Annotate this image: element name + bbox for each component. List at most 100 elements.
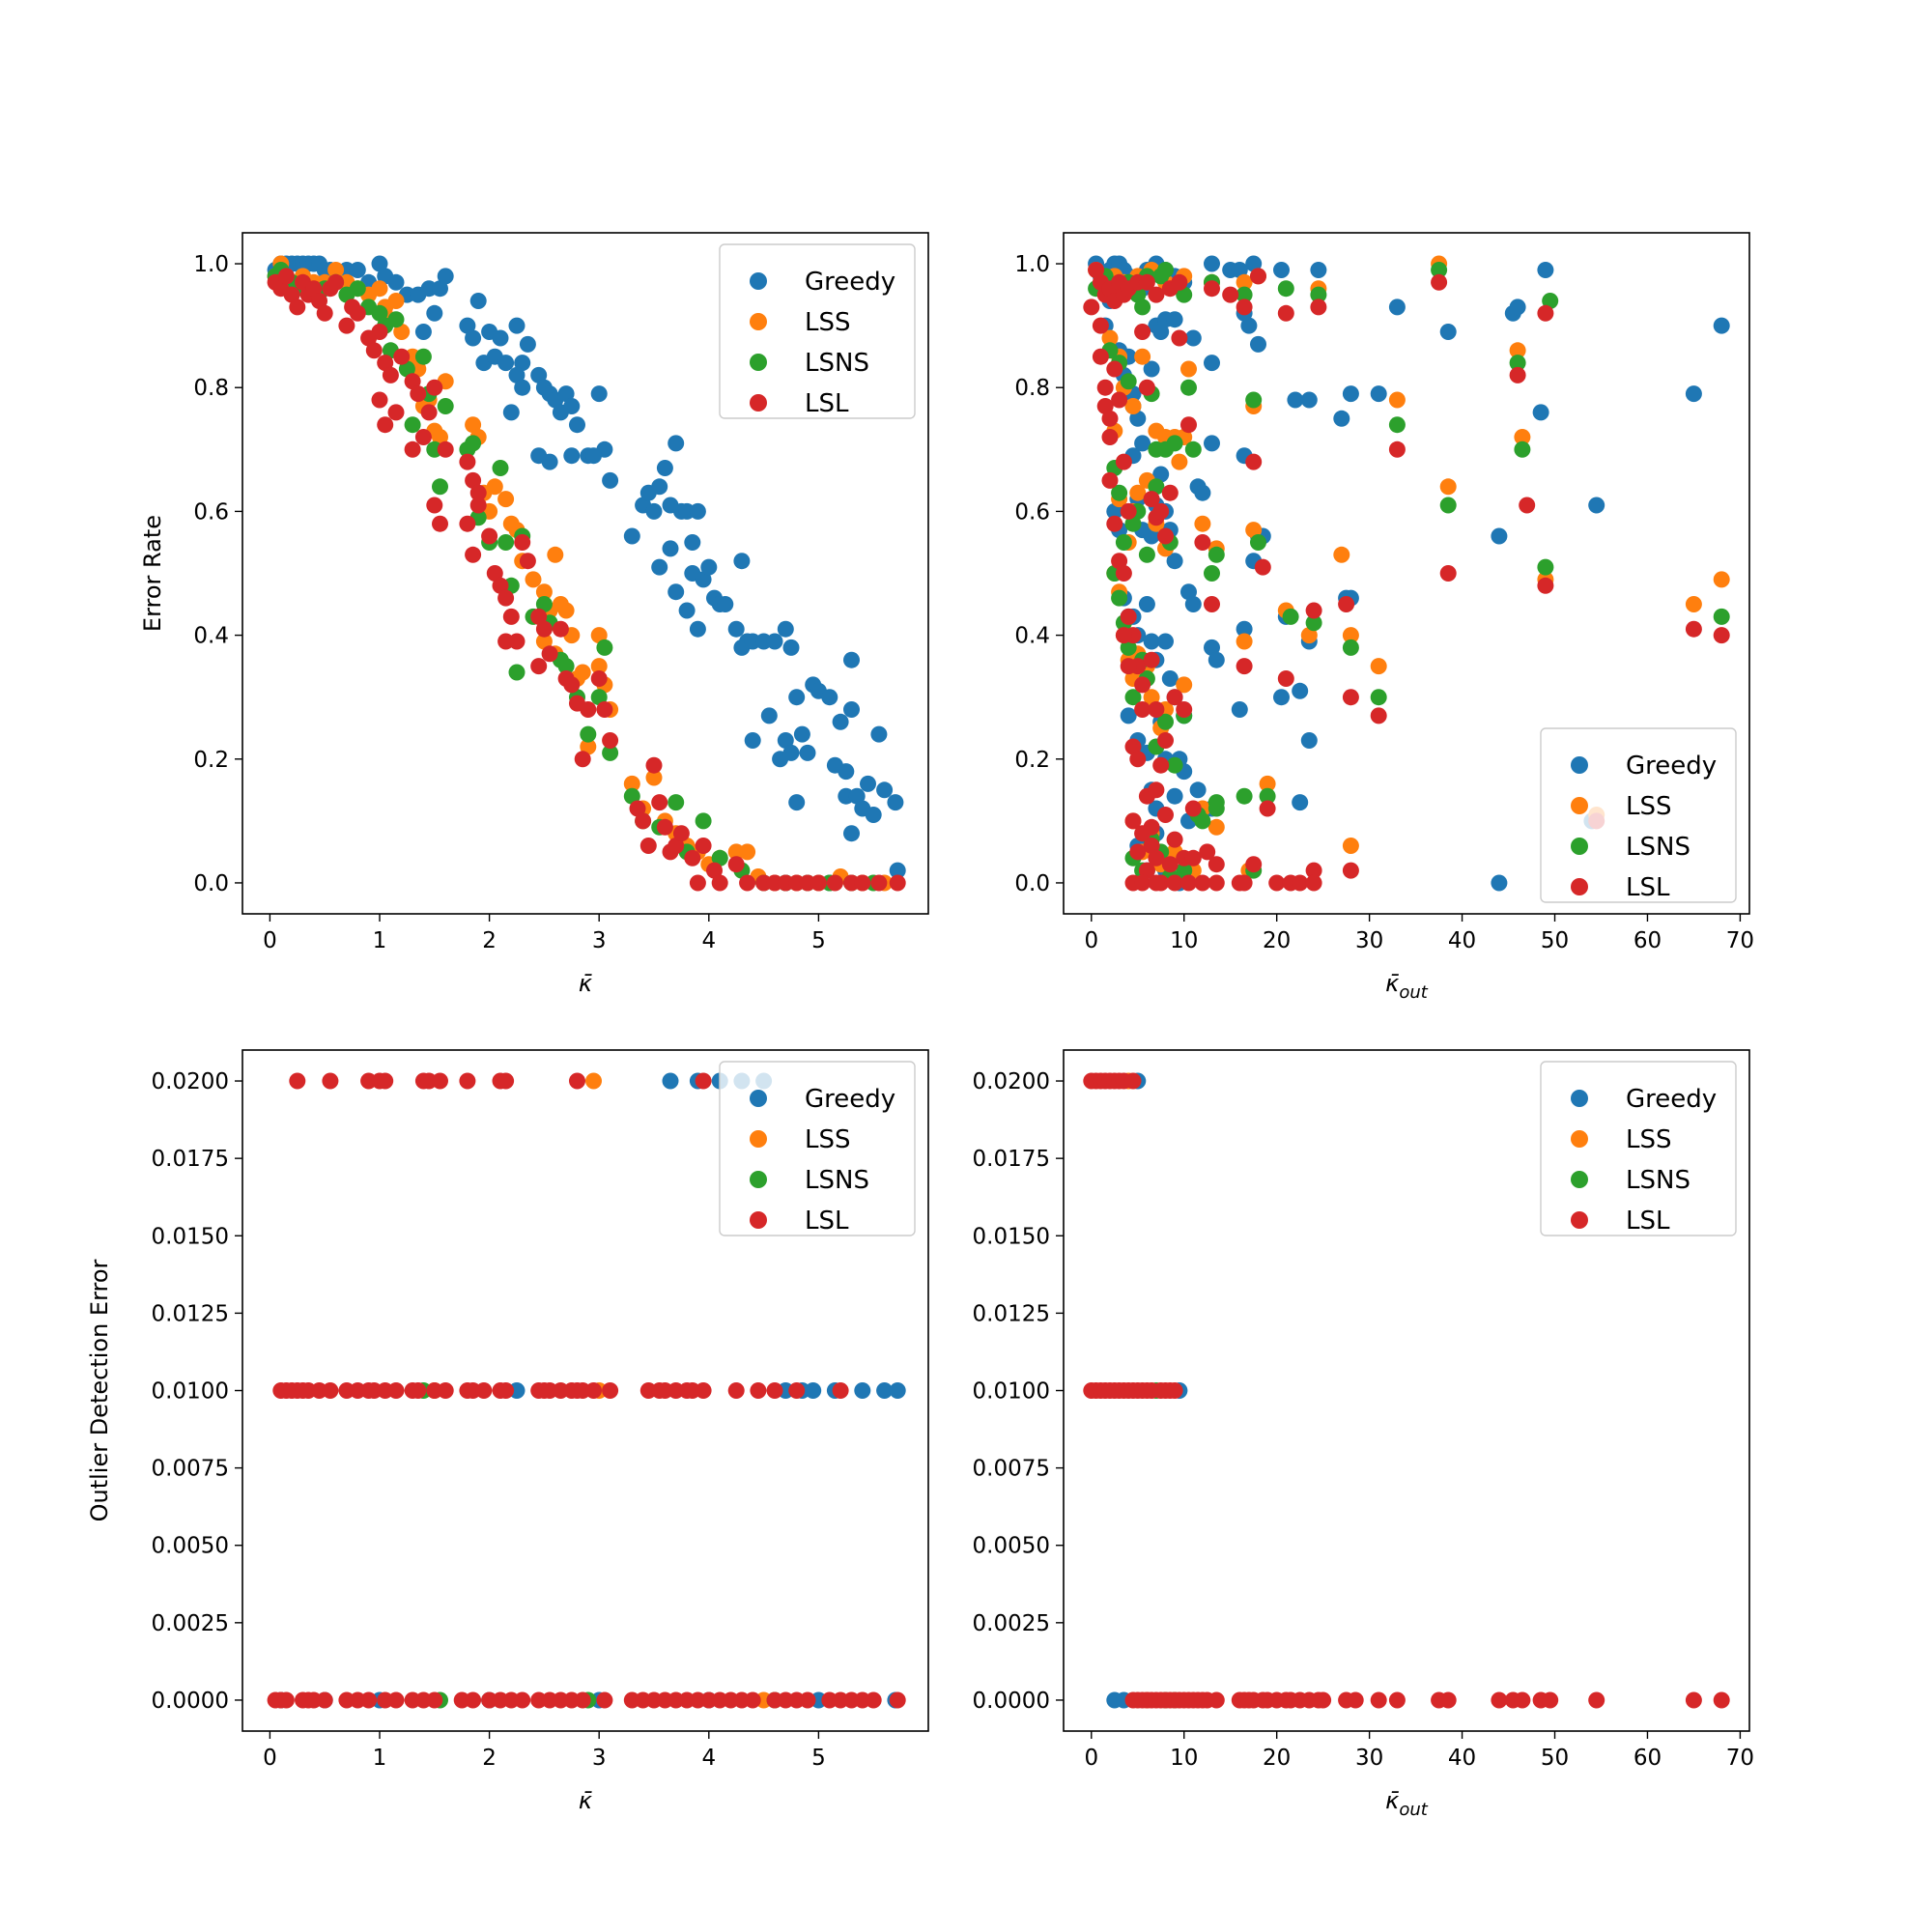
point-lss-50 [645, 769, 663, 786]
point-lsns-45 [695, 812, 712, 830]
point-lsns-8 [1176, 286, 1193, 303]
point-lsns-34 [557, 658, 575, 675]
point-lsl-47 [519, 553, 536, 570]
point-lsns-28 [1514, 440, 1531, 458]
point-lsl-66 [656, 818, 673, 836]
point-lss-41 [1333, 546, 1350, 563]
points-outlier-vs-kappa [267, 1072, 906, 1709]
point-lsl-76 [739, 874, 756, 892]
point-lss-7 [327, 262, 345, 278]
legend-label-lss: LSS [1626, 1125, 1672, 1154]
point-lsl-3 [1092, 317, 1109, 334]
legend-marker-lss [750, 1130, 767, 1148]
x-tick-label: 40 [1448, 928, 1476, 953]
point-lsns-20 [437, 398, 454, 414]
point-lsns-39 [602, 744, 619, 761]
point-lsl-72 [695, 838, 712, 854]
point-lsl-50 [541, 645, 558, 663]
point-lsns-43 [668, 794, 685, 811]
point-lsl-77 [1129, 751, 1147, 768]
legend-box [1540, 1061, 1737, 1236]
point-lsl-105 [1208, 874, 1225, 892]
y-tick-label: 0.0000 [973, 1689, 1050, 1714]
point-greedy-10 [854, 1382, 871, 1399]
point-lsl-45 [1509, 366, 1526, 384]
point-lsl-53 [750, 1382, 767, 1399]
point-lsl-65 [1236, 658, 1253, 675]
point-greedy-77 [717, 596, 734, 612]
y-tick-label: 1.0 [1014, 252, 1050, 277]
point-greedy-55 [623, 527, 640, 545]
point-lsl-63 [1439, 1691, 1457, 1709]
point-lsl-86 [870, 874, 888, 892]
point-lsl-32 [1134, 324, 1151, 340]
legend-marker-lsns [1571, 838, 1588, 855]
point-lsl-57 [580, 701, 597, 718]
point-lss-17 [1134, 348, 1151, 365]
point-greedy-74 [700, 558, 718, 576]
point-greedy-59 [1152, 466, 1170, 483]
point-greedy-92 [788, 794, 806, 811]
legend-label-lss: LSS [1626, 792, 1672, 821]
point-greedy-43 [1370, 385, 1387, 403]
point-greedy-49 [1588, 497, 1605, 514]
y-tick-label: 0.0100 [973, 1379, 1050, 1405]
point-lsl-51 [1111, 553, 1128, 570]
point-lsl-21 [371, 391, 388, 409]
point-lsl-48 [530, 608, 548, 625]
point-lss-58 [1176, 676, 1193, 694]
point-lsl-70 [1342, 689, 1359, 706]
legend-marker-lsl [1571, 878, 1588, 895]
point-lsl-97 [1305, 862, 1322, 879]
point-greedy-66 [1194, 484, 1211, 501]
legend-marker-greedy [750, 1090, 767, 1107]
point-lss-31 [1129, 484, 1147, 501]
point-greedy-31 [1152, 324, 1170, 340]
x-tick-label: 2 [482, 928, 497, 953]
point-greedy-93 [793, 725, 810, 743]
point-greedy-54 [585, 447, 602, 465]
chart-panel-error-vs-kappa-out: 0 10 20 30 40 50 60 70 0.0 0.2 0.4 0.6 0.8 1.0 κ̄out Gr… [1014, 232, 1754, 1003]
point-lsl-82 [810, 874, 827, 892]
point-lsl-45 [514, 534, 531, 551]
point-lss-70 [1342, 838, 1359, 854]
point-lsl-63 [1184, 800, 1202, 817]
point-lsl-71 [1713, 1691, 1730, 1709]
point-greedy-19 [1537, 262, 1554, 278]
point-lsl-108 [1268, 874, 1286, 892]
point-lsns-46 [1713, 608, 1730, 625]
point-lss-36 [535, 633, 553, 650]
legend-label-lsl: LSL [805, 389, 849, 418]
point-lsl-63 [316, 1691, 333, 1709]
y-tick-label: 0.0200 [152, 1069, 229, 1094]
point-lsl-71 [426, 1691, 443, 1709]
point-lsns-40 [623, 787, 640, 805]
point-greedy-85 [777, 620, 794, 638]
y-tick-label: 0.4 [193, 624, 229, 649]
point-lsl-30 [426, 379, 443, 396]
point-lsl-65 [651, 794, 668, 811]
point-lsl-20 [1310, 298, 1327, 316]
point-lss-43 [580, 738, 597, 755]
point-greedy-52 [541, 453, 558, 470]
point-lss-25 [1509, 342, 1526, 359]
point-greedy-60 [656, 460, 673, 476]
points-outlier-vs-kappa-out [1083, 1072, 1730, 1709]
point-lsl-52 [552, 620, 569, 638]
point-lsl-38 [1161, 484, 1179, 501]
point-greedy-51 [1713, 317, 1730, 334]
point-lsl-86 [1138, 862, 1155, 879]
point-lsns-13 [387, 311, 405, 328]
point-lsl-51 [695, 1382, 712, 1399]
point-lsl-43 [502, 608, 520, 625]
y-tick-label: 0.0200 [973, 1069, 1050, 1094]
point-greedy-26 [465, 329, 482, 347]
point-lsl-39 [481, 527, 498, 545]
point-lsl-64 [1491, 1691, 1508, 1709]
point-greedy-98 [821, 689, 838, 706]
y-tick-label: 0.6 [193, 499, 229, 525]
point-lsl-8 [1124, 1072, 1142, 1090]
point-greedy-48 [1532, 404, 1549, 421]
point-greedy-65 [684, 534, 701, 551]
